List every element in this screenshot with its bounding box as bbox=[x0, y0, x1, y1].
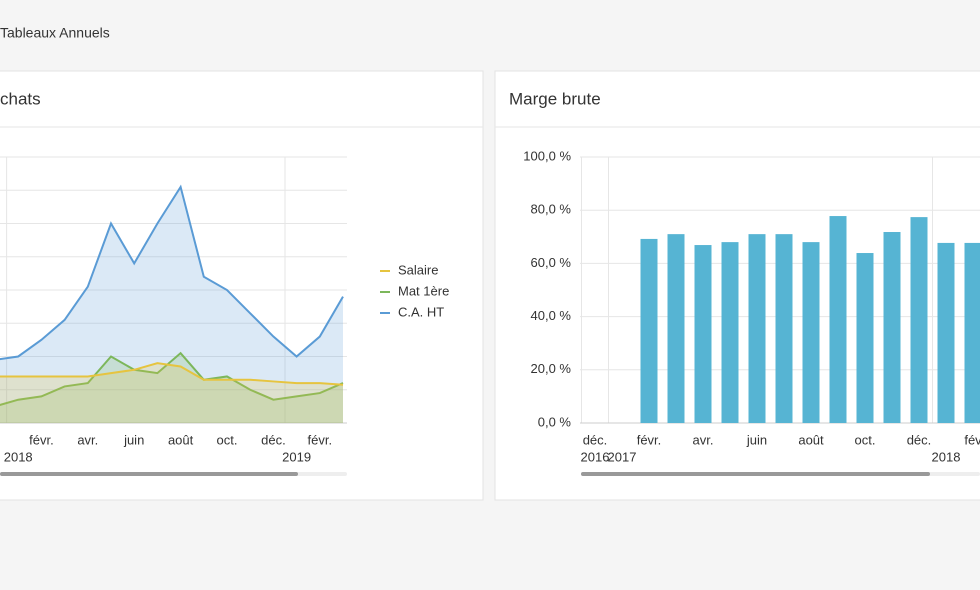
bar bbox=[964, 242, 980, 423]
x-tick-label: juin bbox=[123, 432, 144, 447]
card bbox=[0, 70, 484, 501]
y-tick-label: 60,0 % bbox=[531, 255, 572, 270]
bar bbox=[883, 232, 901, 423]
area bbox=[0, 186, 343, 423]
bar bbox=[721, 242, 739, 423]
y-tick-label: 80,0 % bbox=[531, 202, 572, 217]
x-year-label: 2019 bbox=[282, 449, 311, 464]
bar bbox=[775, 234, 793, 423]
scrollbar-thumb[interactable] bbox=[0, 472, 298, 476]
legend-label: C.A. HT bbox=[398, 304, 444, 319]
x-tick-label: févr. bbox=[637, 432, 662, 447]
y-tick-label: 40,0 % bbox=[531, 308, 572, 323]
bar bbox=[802, 242, 820, 423]
line bbox=[0, 362, 344, 386]
bar bbox=[856, 253, 874, 423]
x-tick-label: août bbox=[798, 432, 824, 447]
area bbox=[0, 363, 343, 423]
x-tick-label: déc. bbox=[583, 432, 608, 447]
x-tick-label: déc. bbox=[907, 432, 932, 447]
x-tick-label: févr. bbox=[29, 432, 54, 447]
y-tick-label: 20,0 % bbox=[531, 361, 572, 376]
x-tick-label: févr. bbox=[308, 432, 333, 447]
legend-label: Mat 1ère bbox=[398, 283, 449, 298]
bar bbox=[910, 217, 928, 423]
y-tick-label: 0,0 % bbox=[538, 414, 572, 429]
area bbox=[0, 353, 343, 423]
x-tick-label: fév bbox=[964, 432, 980, 447]
x-tick-label: oct. bbox=[217, 432, 238, 447]
bar bbox=[694, 245, 712, 423]
legend-label: Salaire bbox=[398, 262, 438, 277]
y-tick-label: 100,0 % bbox=[523, 148, 571, 163]
x-tick-label: oct. bbox=[855, 432, 876, 447]
bar bbox=[937, 242, 955, 423]
bar bbox=[829, 216, 847, 423]
bar bbox=[667, 234, 685, 423]
line bbox=[0, 351, 344, 406]
x-tick-label: août bbox=[168, 432, 194, 447]
bar bbox=[640, 238, 658, 423]
x-year-label: 2018 bbox=[4, 449, 33, 464]
x-tick-label: juin bbox=[746, 432, 767, 447]
x-year-label: 2016 bbox=[581, 449, 610, 464]
x-tick-label: déc. bbox=[261, 432, 286, 447]
x-tick-label: avr. bbox=[693, 432, 714, 447]
x-year-label: 2017 bbox=[608, 449, 637, 464]
chart-title: Marge brute bbox=[509, 89, 601, 108]
line bbox=[0, 184, 344, 361]
chart-title: chats bbox=[0, 89, 41, 108]
bar bbox=[748, 234, 766, 423]
x-tick-label: avr. bbox=[77, 432, 98, 447]
page-title: Tableaux Annuels bbox=[0, 25, 110, 41]
scrollbar-thumb[interactable] bbox=[581, 472, 930, 476]
x-year-label: 2018 bbox=[932, 449, 961, 464]
